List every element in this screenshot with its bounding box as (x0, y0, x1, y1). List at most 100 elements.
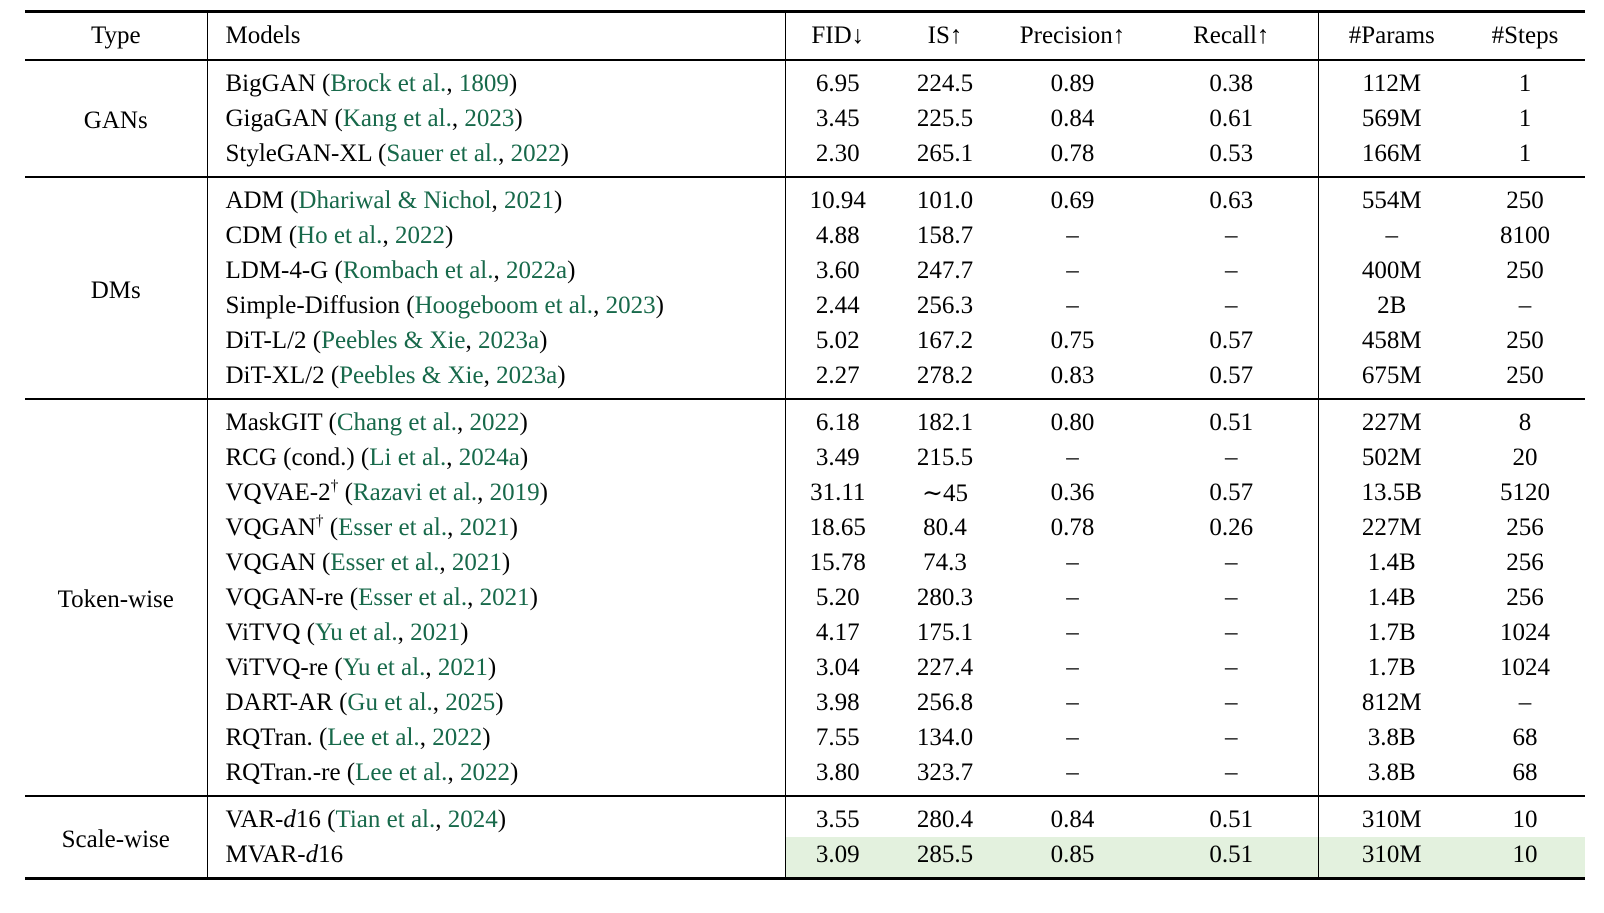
recall-cell: 0.63 (1145, 177, 1319, 218)
fid-cell: 2.30 (815, 139, 860, 167)
params-cell: 458M (1361, 326, 1422, 354)
citation-authors-link[interactable]: Peebles & Xie (321, 326, 466, 354)
citation-year-link[interactable]: 2022 (432, 723, 483, 751)
citation-authors-link[interactable]: Li et al. (369, 443, 447, 471)
precision-cell: 0.84 (1050, 104, 1095, 132)
citation-authors-link[interactable]: Yu et al. (342, 653, 426, 681)
citation-year-link[interactable]: 2024 (447, 805, 498, 833)
type-cell: GANs (25, 60, 208, 177)
steps-cell: 20 (1512, 443, 1538, 471)
model-cell: Simple-Diffusion (Hoogeboom et al., 2023… (207, 288, 786, 323)
citation-authors-link[interactable]: Lee et al. (327, 723, 420, 751)
recall-cell: – (1145, 755, 1319, 796)
fid-cell: 3.49 (815, 443, 860, 471)
citation-authors-link[interactable]: Kang et al. (342, 104, 452, 132)
model-name: StyleGAN-XL (225, 139, 372, 167)
params-cell: 1.7B (1367, 618, 1416, 646)
table-row: DMs ADM (Dhariwal & Nichol, 2021) 10.94 101… (25, 177, 1585, 399)
citation-year-link[interactable]: 2023 (464, 104, 515, 132)
citation-year-link[interactable]: 2019 (489, 478, 540, 506)
citation-authors-link[interactable]: Rombach et al. (342, 256, 494, 284)
citation-authors-link[interactable]: Tian et al. (335, 805, 436, 833)
recall-cell: – (1145, 720, 1319, 755)
citation-authors-link[interactable]: Hoogeboom et al. (414, 291, 594, 319)
citation-authors-link[interactable]: Lee et al. (355, 758, 448, 786)
table-row: ViTVQ-re (Yu et al., 2021) 3.04 227.4 – – 1.7… (25, 650, 1585, 685)
is-cell: 134.0 (916, 723, 974, 751)
steps-cell: 250 (1506, 361, 1544, 389)
precision-cell: – (1066, 758, 1079, 786)
steps-cell: 10 (1512, 805, 1538, 833)
citation-year-link[interactable]: 2023 (605, 291, 656, 319)
citation-authors-link[interactable]: Peebles & Xie (339, 361, 484, 389)
citation-year-link[interactable]: 2025 (445, 688, 496, 716)
citation-year-link[interactable]: 2021 (410, 618, 461, 646)
citation-authors-link[interactable]: Gu et al. (347, 688, 433, 716)
is-cell: 182.1 (916, 408, 974, 436)
citation-authors-link[interactable]: Razavi et al. (352, 478, 478, 506)
recall-cell: 0.26 (1145, 510, 1319, 545)
citation-year-link[interactable]: 2022 (394, 221, 445, 249)
fid-cell: 4.88 (815, 221, 860, 249)
is-cell: 285.5 (890, 837, 1000, 879)
citation-year-link[interactable]: 2022 (510, 139, 561, 167)
params-cell: 3.8B (1367, 758, 1416, 786)
fid-cell: 3.04 (815, 653, 860, 681)
model-cell: DiT-XL/2 (Peebles & Xie, 2023a) (207, 358, 786, 399)
model-name: d (283, 805, 296, 833)
citation-year-link[interactable]: 2022a (506, 256, 568, 284)
model-cell: MVAR-d16 (207, 837, 786, 879)
citation-year-link[interactable]: 2022 (469, 408, 520, 436)
col-header-type: Type (25, 11, 208, 60)
citation-year-link[interactable]: 2021 (459, 513, 510, 541)
params-cell: 112M (1362, 69, 1422, 97)
precision-cell: – (1066, 256, 1079, 284)
precision-cell: – (1066, 723, 1079, 751)
citation-authors-link[interactable]: Ho et al. (297, 221, 383, 249)
model-cell: RCG (cond.) (Li et al., 2024a) (207, 440, 786, 475)
is-cell: 265.1 (916, 139, 974, 167)
dagger-mark: † (330, 477, 339, 495)
citation-year-link[interactable]: 2021 (451, 548, 502, 576)
fid-cell: 4.17 (815, 618, 860, 646)
citation-year-link[interactable]: 2022 (459, 758, 510, 786)
is-cell: 280.3 (916, 583, 974, 611)
citation-authors-link[interactable]: Esser et al. (330, 548, 440, 576)
params-cell: 675M (1361, 361, 1422, 389)
fid-cell: 6.95 (815, 69, 860, 97)
table-row: LDM-4-G (Rombach et al., 2022a) 3.60 247.7… (25, 253, 1585, 288)
citation-year-link[interactable]: 1809 (458, 69, 509, 97)
citation-authors-link[interactable]: Dhariwal & Nichol (298, 186, 492, 214)
model-name: VAR- (225, 805, 284, 833)
precision-cell: – (1066, 618, 1079, 646)
table-row: VQGAN-re (Esser et al., 2021) 5.20 280.3 – –… (25, 580, 1585, 615)
citation-year-link[interactable]: 2023a (496, 361, 558, 389)
fid-cell: 15.78 (809, 548, 866, 576)
table-row: RQTran.-re (Lee et al., 2022) 3.80 323.7 – –… (25, 755, 1585, 796)
params-cell: 502M (1361, 443, 1422, 471)
citation-authors-link[interactable]: Chang et al. (336, 408, 457, 436)
citation-year-link[interactable]: 2024a (458, 443, 520, 471)
params-cell: 13.5B (1361, 478, 1422, 506)
citation-authors-link[interactable]: Brock et al. (330, 69, 447, 97)
citation-year-link[interactable]: 2021 (437, 653, 488, 681)
citation-year-link[interactable]: 2023a (478, 326, 540, 354)
model-cell: VQGAN (Esser et al., 2021) (207, 545, 786, 580)
precision-cell: 0.89 (1050, 69, 1095, 97)
is-cell: 247.7 (916, 256, 974, 284)
citation-year-link[interactable]: 2021 (503, 186, 554, 214)
citation-authors-link[interactable]: Esser et al. (358, 583, 468, 611)
precision-cell: – (1066, 548, 1079, 576)
citation-authors-link[interactable]: Yu et al. (314, 618, 398, 646)
fid-cell: 18.65 (809, 513, 866, 541)
precision-cell: 0.36 (1050, 478, 1095, 506)
recall-cell: – (1145, 288, 1319, 323)
citation-year-link[interactable]: 2021 (479, 583, 530, 611)
citation-authors-link[interactable]: Sauer et al. (386, 139, 499, 167)
model-name: 16 (295, 805, 321, 833)
recall-cell: 0.53 (1145, 136, 1319, 177)
precision-cell: – (1066, 443, 1079, 471)
fid-cell: 6.18 (815, 408, 860, 436)
steps-cell: 10 (1465, 837, 1585, 879)
citation-authors-link[interactable]: Esser et al. (338, 513, 448, 541)
